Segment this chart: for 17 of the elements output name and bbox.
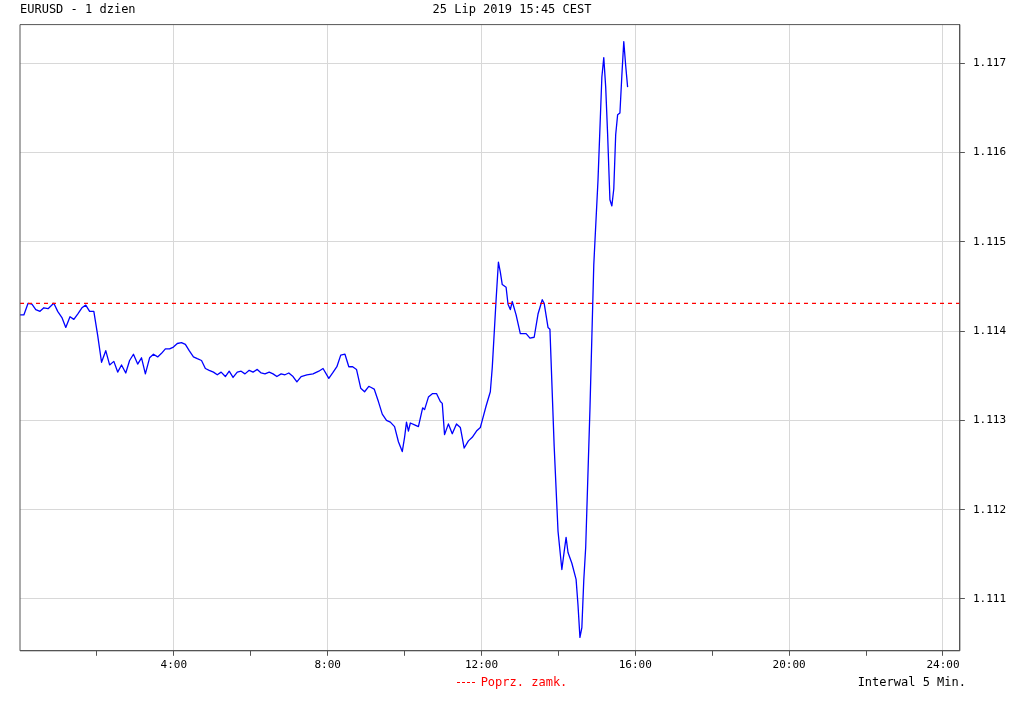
x-tick-label: 4:00 [160, 658, 188, 672]
text: Interwal 5 Min. [857, 675, 966, 689]
y-tick-label: 1.112 [972, 502, 1007, 516]
x-tick-label: 8:00 [314, 658, 341, 672]
y-tick-label: 1.115 [972, 234, 1007, 248]
x-tick-label: 24:00 [926, 658, 960, 672]
x-tick-label: 20:00 [772, 658, 806, 672]
legend-label: Poprz. zamk. [479, 675, 568, 689]
y-tick-label: 1.116 [972, 145, 1007, 159]
y-tick-label: 1.113 [972, 413, 1007, 427]
chart-subtitle: 25 Lip 2019 15:45 CEST [432, 2, 592, 16]
chart-title: EURUSD - 1 dzien [20, 2, 136, 16]
x-tick-label: 16:00 [618, 658, 652, 672]
y-tick-label: 1.114 [972, 323, 1007, 337]
y-tick-label: 1.117 [972, 55, 1007, 69]
x-tick-label: 12:00 [464, 658, 499, 672]
y-tick-label: 1.111 [972, 591, 1007, 605]
